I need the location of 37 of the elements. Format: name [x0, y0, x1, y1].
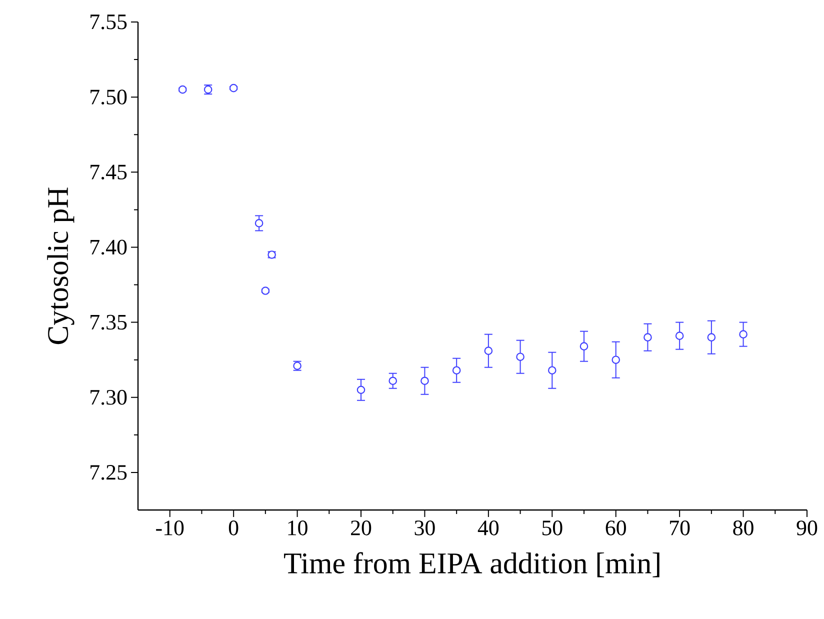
- point: [644, 333, 652, 342]
- y-tick-label: 7.40: [90, 240, 127, 255]
- point: [420, 376, 429, 386]
- y-tick-label: 7.35: [90, 314, 127, 330]
- x-tick-label: 80: [733, 520, 754, 536]
- point: [675, 332, 684, 340]
- y-tick-label: 7.50: [90, 90, 127, 105]
- point: [707, 333, 716, 342]
- point: [261, 286, 270, 295]
- point: [388, 376, 398, 386]
- y-tick-label: 7.55: [90, 14, 127, 30]
- point: [739, 330, 748, 338]
- x-tick-label: 10: [288, 520, 308, 536]
- point: [484, 346, 493, 355]
- point: [548, 366, 556, 375]
- y-tick-label: 7.30: [90, 390, 127, 405]
- point: [452, 366, 461, 375]
- x-tick-label: 20: [351, 520, 372, 536]
- x-tick-label: 90: [796, 520, 818, 536]
- point: [229, 84, 238, 92]
- point: [516, 352, 524, 361]
- x-tick-label: 70: [670, 520, 690, 536]
- point: [254, 219, 264, 228]
- x-tick-label: 50: [542, 520, 562, 536]
- point: [356, 386, 366, 394]
- x-tick-label: 60: [606, 520, 626, 536]
- y-tick-label: 7.25: [90, 465, 127, 480]
- x-tick-label: 0: [228, 520, 238, 536]
- y-axis-title: Cytosolic pH: [47, 188, 74, 344]
- x-axis-title: Time from EIPA addition [min]: [284, 552, 660, 578]
- point: [612, 356, 620, 364]
- x-tick-label: -10: [156, 520, 184, 536]
- y-tick-label: 7.45: [90, 164, 127, 180]
- x-tick-label: 30: [414, 520, 435, 536]
- x-tick-label: 40: [478, 520, 499, 536]
- point: [178, 85, 187, 94]
- point: [580, 342, 588, 350]
